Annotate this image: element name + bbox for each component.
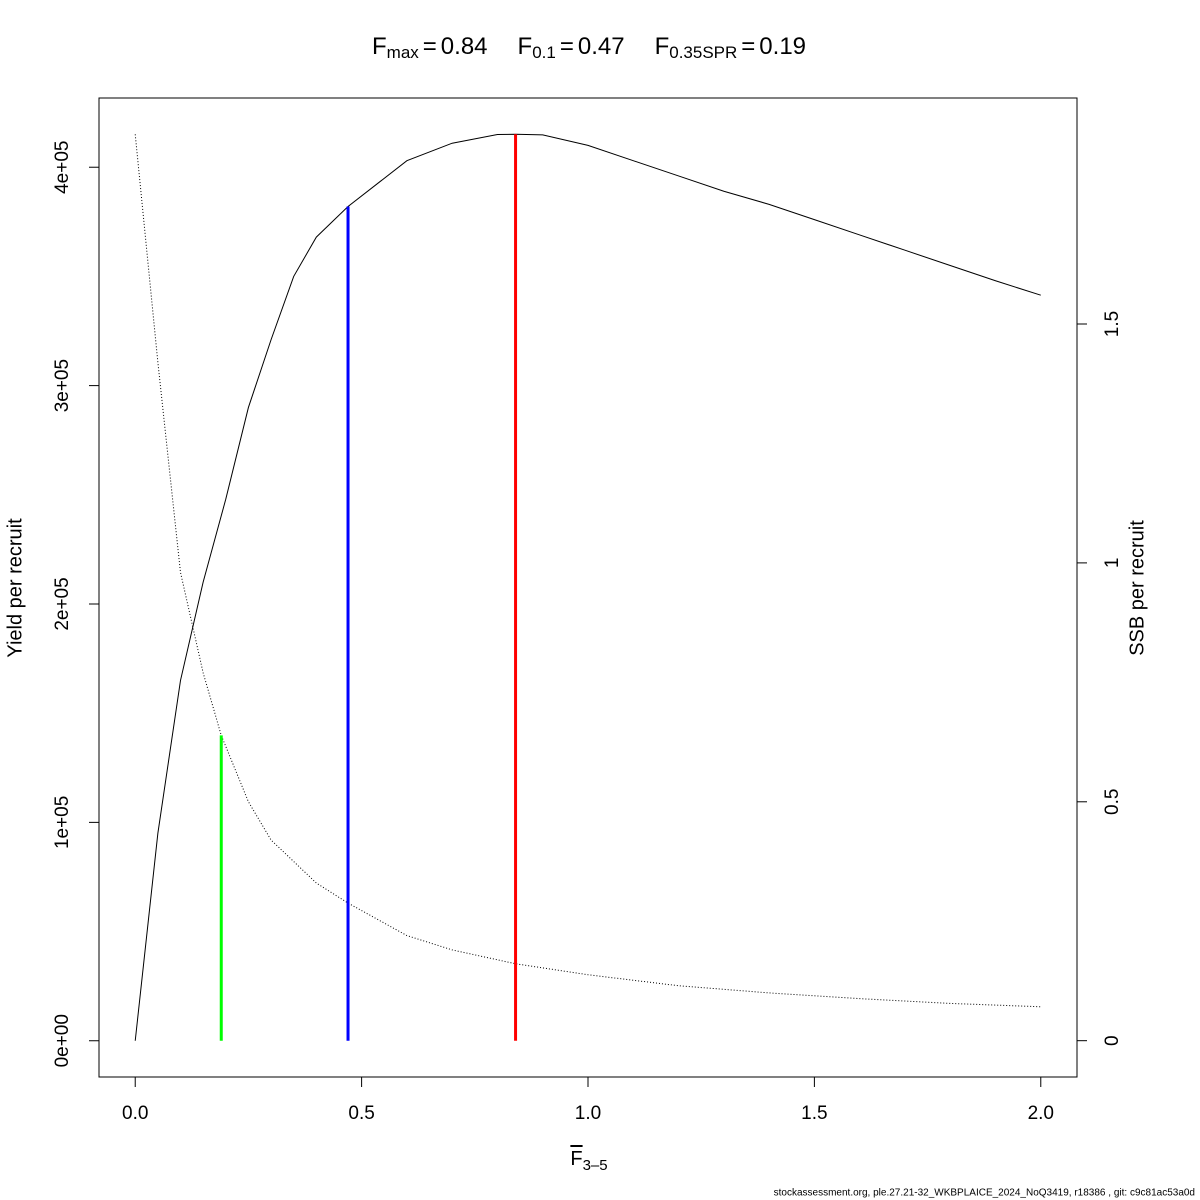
title-subscript: 0.35SPR xyxy=(669,43,737,62)
y2-tick-label: 1 xyxy=(1102,558,1123,569)
x-tick-label: 0.5 xyxy=(348,1103,374,1124)
y2-tick-label: 1.5 xyxy=(1102,311,1123,337)
x-tick-label: 2.0 xyxy=(1028,1103,1054,1124)
title-relation: = xyxy=(560,33,574,60)
title-symbol: F xyxy=(518,33,533,60)
title-symbol: F xyxy=(655,33,670,60)
y2-tick-label: 0 xyxy=(1102,1035,1123,1046)
title-subscript: 0.1 xyxy=(532,43,556,62)
title-symbol: F xyxy=(372,33,387,60)
series-line xyxy=(134,134,1041,1008)
y-tick-label: 1e+05 xyxy=(52,796,73,849)
y-tick-label: 2e+05 xyxy=(52,577,73,630)
chart-title: Fmax = 0.84 F0.1 = 0.47 F0.35SPR = 0.19 xyxy=(372,33,806,62)
title-subscript: max xyxy=(387,43,420,62)
plot-box xyxy=(98,97,1078,1078)
title-relation: = xyxy=(423,33,437,60)
title-value: 0.47 xyxy=(578,33,625,60)
title-value: 0.84 xyxy=(441,33,488,60)
x-label-symbol: F xyxy=(570,1148,582,1170)
y-tick-label: 4e+05 xyxy=(52,141,73,194)
y-axis-label: Yield per recruit xyxy=(4,518,26,658)
series-line xyxy=(134,133,1041,1041)
y2-tick-label: 0.5 xyxy=(1102,789,1123,815)
y-tick-label: 3e+05 xyxy=(52,359,73,412)
y2-axis-label: SSB per recruit xyxy=(1126,520,1148,656)
title-value: 0.19 xyxy=(759,33,806,60)
x-axis-label: F3–5 xyxy=(570,1148,607,1174)
y-tick-label: 0e+00 xyxy=(52,1014,73,1067)
x-label-subscript: 3–5 xyxy=(583,1157,608,1174)
footer: stockassessment.org, ple.27.21-32_WKBPLA… xyxy=(774,1188,1195,1199)
x-tick-label: 1.0 xyxy=(575,1103,601,1124)
x-tick-label: 0.0 xyxy=(122,1103,148,1124)
title-relation: = xyxy=(741,33,755,60)
x-tick-label: 1.5 xyxy=(801,1103,827,1124)
